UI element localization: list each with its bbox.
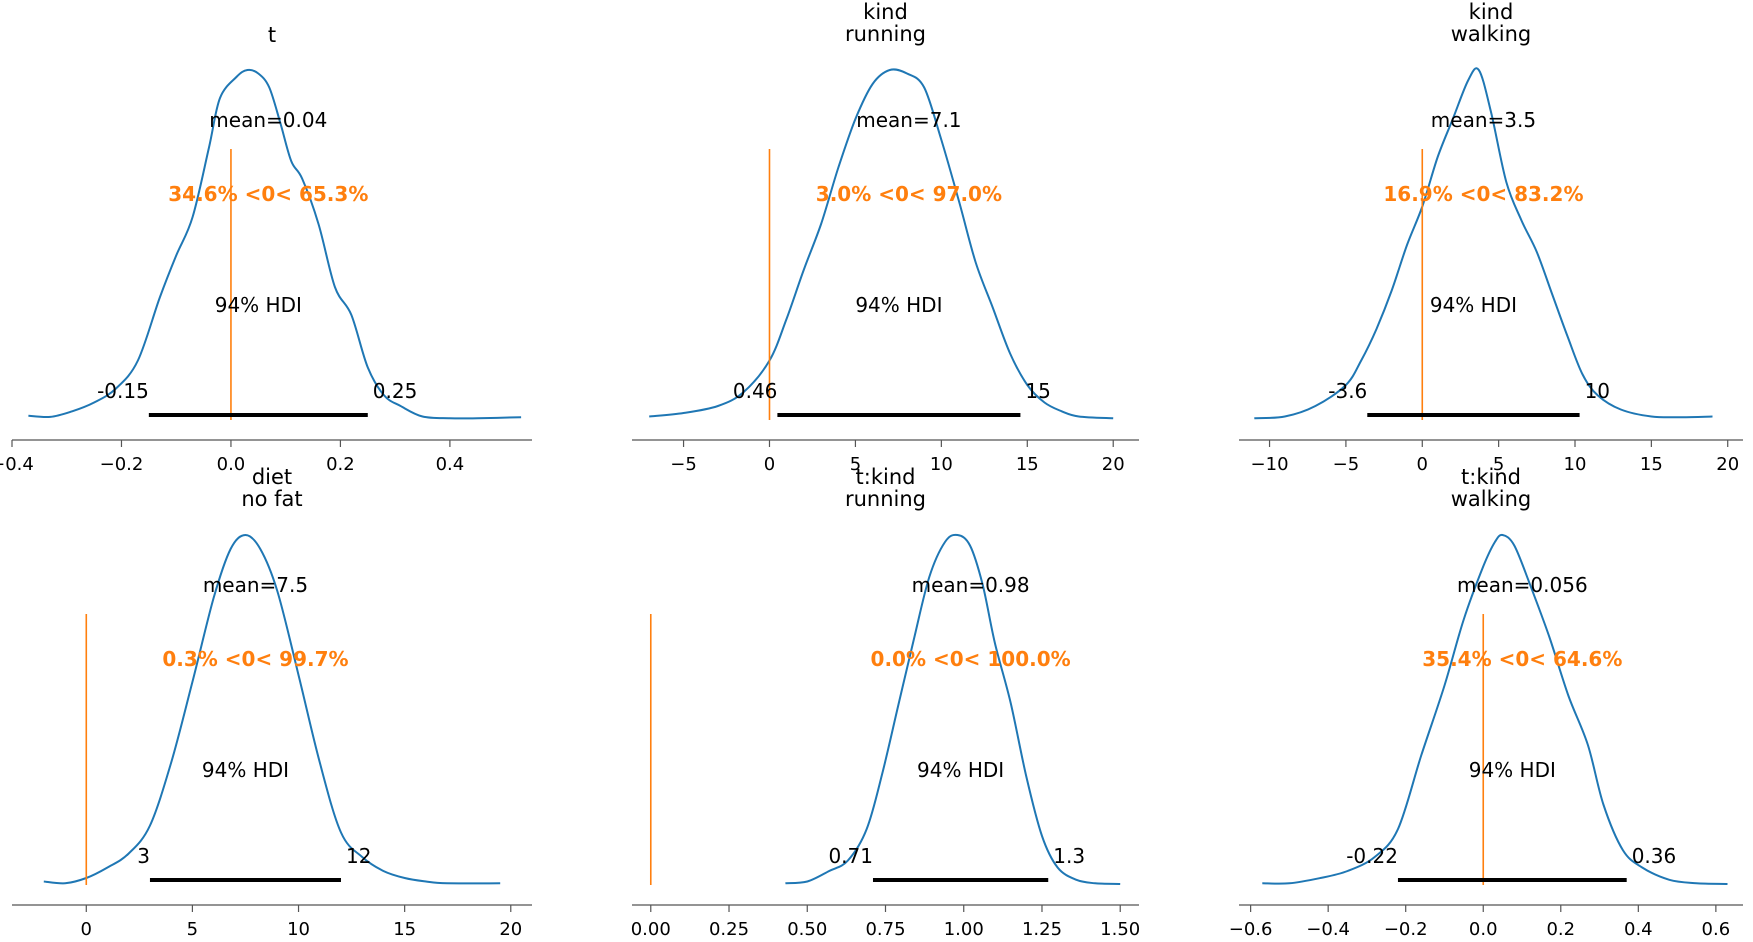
x-tick-label: 1.50 <box>1100 919 1140 940</box>
x-tick-label: 15 <box>1016 454 1039 475</box>
x-tick-label: 5 <box>850 454 861 475</box>
x-tick-label: 0.50 <box>787 919 827 940</box>
hdi-label: 94% HDI <box>917 758 1004 782</box>
x-tick-label: 0 <box>81 919 92 940</box>
x-tick-label: 0.00 <box>631 919 671 940</box>
x-tick-label: 20 <box>1102 454 1125 475</box>
reference-probability-label: 0.0% <0< 100.0% <box>871 647 1071 671</box>
x-tick-label: 0.6 <box>1702 919 1731 940</box>
x-tick-label: −0.4 <box>0 454 34 475</box>
hdi-upper-label: 10 <box>1585 379 1610 403</box>
panel-title-line: kind <box>1469 0 1514 24</box>
hdi-label: 94% HDI <box>855 293 942 317</box>
panel-title-line: no fat <box>241 487 302 511</box>
x-tick-label: −5 <box>670 454 697 475</box>
density-curve <box>785 533 1121 885</box>
mean-label: mean=0.056 <box>1457 573 1588 597</box>
hdi-lower-label: 3 <box>137 844 150 868</box>
x-tick-label: 1.25 <box>1022 919 1062 940</box>
x-tick-label: 20 <box>1716 454 1739 475</box>
hdi-lower-label: -3.6 <box>1328 379 1367 403</box>
panel-title-line: t:kind <box>1461 465 1521 489</box>
panel-title-line: running <box>845 487 926 511</box>
x-tick-label: 1.00 <box>944 919 984 940</box>
hdi-label: 94% HDI <box>202 758 289 782</box>
x-tick-label: 0 <box>1417 454 1428 475</box>
panel-title-line: t <box>268 23 276 47</box>
hdi-label: 94% HDI <box>215 293 302 317</box>
x-tick-label: 20 <box>499 919 522 940</box>
x-tick-label: −10 <box>1251 454 1289 475</box>
hdi-upper-label: 0.36 <box>1632 844 1677 868</box>
x-tick-label: 10 <box>930 454 953 475</box>
reference-probability-label: 34.6% <0< 65.3% <box>168 182 368 206</box>
x-tick-label: 0.2 <box>1546 919 1575 940</box>
density-curve <box>649 68 1114 420</box>
reference-probability-label: 3.0% <0< 97.0% <box>816 182 1002 206</box>
mean-label: mean=7.5 <box>203 573 308 597</box>
panel-title-line: kind <box>863 0 908 24</box>
x-tick-label: 10 <box>287 919 310 940</box>
reference-probability-label: 35.4% <0< 64.6% <box>1422 647 1622 671</box>
x-tick-label: 0 <box>764 454 775 475</box>
hdi-lower-label: -0.15 <box>97 379 149 403</box>
mean-label: mean=7.1 <box>856 108 961 132</box>
panel-title-line: running <box>845 22 926 46</box>
x-tick-label: 0.2 <box>326 454 355 475</box>
x-tick-label: 10 <box>1564 454 1587 475</box>
hdi-lower-label: 0.46 <box>733 379 778 403</box>
x-tick-label: 0.4 <box>1624 919 1653 940</box>
panel-title-line: walking <box>1451 22 1532 46</box>
x-tick-label: 0.0 <box>1469 919 1498 940</box>
hdi-upper-label: 0.25 <box>373 379 418 403</box>
x-tick-label: −5 <box>1333 454 1360 475</box>
x-tick-label: −0.2 <box>1384 919 1428 940</box>
mean-label: mean=3.5 <box>1431 108 1536 132</box>
hdi-upper-label: 15 <box>1025 379 1050 403</box>
density-curve <box>1262 533 1728 885</box>
mean-label: mean=0.04 <box>209 108 327 132</box>
density-curve <box>1254 67 1713 420</box>
x-tick-label: −0.6 <box>1229 919 1273 940</box>
hdi-lower-label: 0.71 <box>828 844 873 868</box>
mean-label: mean=0.98 <box>912 573 1030 597</box>
panel-0: t mean=0.04 34.6% <0< 65.3% 94% HDI -0.15 0.2… <box>0 23 532 475</box>
panel-title-line: t:kind <box>856 465 916 489</box>
panel-title-line: diet <box>252 465 292 489</box>
hdi-label: 94% HDI <box>1469 758 1556 782</box>
x-tick-label: −0.4 <box>1306 919 1350 940</box>
hdi-upper-label: 1.3 <box>1053 844 1085 868</box>
x-tick-label: 0.0 <box>217 454 246 475</box>
x-tick-label: 15 <box>393 919 416 940</box>
density-curve <box>28 68 522 420</box>
x-tick-label: 15 <box>1640 454 1663 475</box>
reference-probability-label: 0.3% <0< 99.7% <box>162 647 348 671</box>
reference-probability-label: 16.9% <0< 83.2% <box>1383 182 1583 206</box>
density-curve <box>43 533 501 885</box>
hdi-lower-label: -0.22 <box>1346 844 1398 868</box>
x-tick-label: 0.25 <box>709 919 749 940</box>
x-tick-label: 5 <box>1493 454 1504 475</box>
hdi-upper-label: 12 <box>346 844 371 868</box>
x-tick-label: 0.4 <box>436 454 465 475</box>
x-tick-label: 0.75 <box>865 919 905 940</box>
panel-title-line: walking <box>1451 487 1532 511</box>
x-tick-label: 5 <box>187 919 198 940</box>
hdi-label: 94% HDI <box>1430 293 1517 317</box>
x-tick-label: −0.2 <box>100 454 144 475</box>
